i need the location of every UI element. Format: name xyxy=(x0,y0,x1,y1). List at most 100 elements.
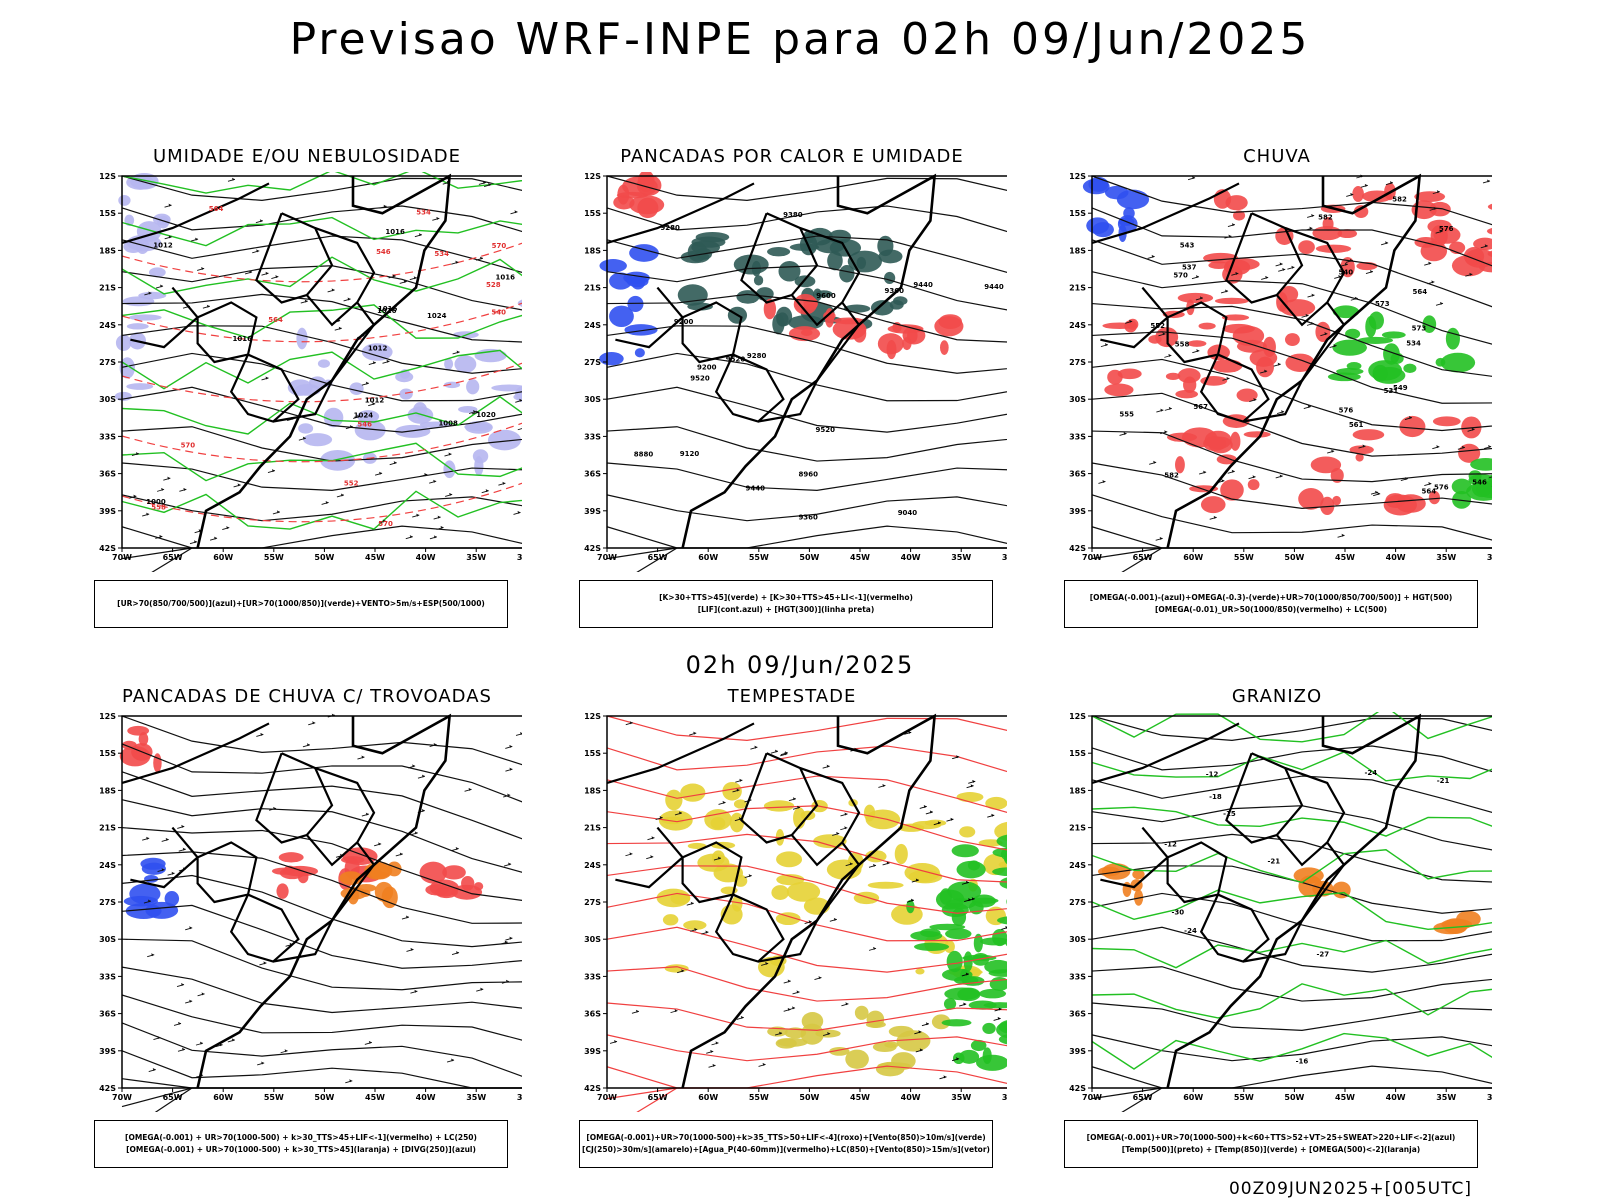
contour-label: 9200 xyxy=(674,318,694,326)
contour-label: 1008 xyxy=(438,420,458,428)
lat-tick-label: 39S xyxy=(584,507,601,516)
legend-line-2: [Temp(500)](preto) + [Temp(850)](verde) … xyxy=(1121,1145,1421,1154)
lat-tick-label: 42S xyxy=(99,544,116,553)
contour-label: 9120 xyxy=(680,450,700,458)
contour-label: 537 xyxy=(1182,264,1197,272)
lat-tick-label: 21S xyxy=(584,824,601,833)
panel-legend: [K>30+TTS>45](verde) + [K>30+TTS>45+LI<-… xyxy=(579,580,993,628)
lat-tick-label: 30S xyxy=(99,935,116,944)
contour-label: 558 xyxy=(1175,340,1190,348)
map-layers xyxy=(119,713,522,1112)
lat-tick-label: 12S xyxy=(1069,172,1086,181)
lat-tick-label: 30S xyxy=(1069,395,1086,404)
contour-label: 555 xyxy=(1119,411,1134,419)
contour-label: 1016 xyxy=(495,274,515,282)
lat-tick-label: 33S xyxy=(99,432,116,441)
lat-tick-label: 15S xyxy=(584,749,601,758)
contour-label: 9380 xyxy=(783,211,803,219)
contour-label: 546 xyxy=(357,421,372,429)
lon-tick-label: 35W xyxy=(1436,1093,1456,1102)
lon-tick-label: 60W xyxy=(213,1093,233,1102)
lon-tick-label: 70W xyxy=(1082,553,1102,562)
contour-label: -16 xyxy=(1296,1057,1309,1065)
lon-tick-label: 70W xyxy=(112,553,132,562)
map-layers xyxy=(606,713,1007,1112)
lon-tick-label: 70W xyxy=(112,1093,132,1102)
contour-label: 564 xyxy=(1412,288,1427,296)
lat-tick-label: 39S xyxy=(99,1047,116,1056)
contour-label: 564 xyxy=(209,205,224,213)
panel-pancadas-calor: PANCADAS POR CALOR E UMIDADE 9600 9520 952… xyxy=(577,146,1007,628)
lon-tick-label: 30W xyxy=(1487,553,1492,562)
lat-tick-label: 18S xyxy=(1069,246,1086,255)
lon-tick-label: 60W xyxy=(698,1093,718,1102)
lon-tick-label: 40W xyxy=(901,553,921,562)
lon-tick-label: 35W xyxy=(951,1093,971,1102)
contour-label: 9360 xyxy=(798,513,818,521)
contour-label: 9440 xyxy=(913,281,933,289)
lon-tick-label: 35W xyxy=(466,1093,486,1102)
contour-label: -18 xyxy=(1209,793,1222,801)
lon-tick-label: 55W xyxy=(749,1093,769,1102)
lat-tick-label: 18S xyxy=(584,246,601,255)
legend-line-1: [K>30+TTS>45](verde) + [K>30+TTS>45+LI<-… xyxy=(659,593,913,602)
lat-tick-label: 27S xyxy=(1069,898,1086,907)
contour-label: 561 xyxy=(1349,421,1364,429)
lon-tick-label: 50W xyxy=(314,1093,334,1102)
lon-tick-label: 50W xyxy=(314,553,334,562)
contour-label: 1000 xyxy=(146,498,166,506)
lat-tick-label: 36S xyxy=(1069,1010,1086,1019)
lat-tick-label: 15S xyxy=(99,749,116,758)
contour-label: 1016 xyxy=(233,335,253,343)
lat-tick-label: 18S xyxy=(99,246,116,255)
legend-line-1: [UR>70(850/700/500)](azul)+[UR>70(1000/8… xyxy=(117,599,485,608)
contour-label: 9360 xyxy=(885,287,905,295)
lat-tick-label: 33S xyxy=(1069,432,1086,441)
lon-tick-label: 55W xyxy=(264,553,284,562)
lon-tick-label: 40W xyxy=(1386,1093,1406,1102)
lat-tick-label: 42S xyxy=(584,544,601,553)
map-pancadas-calor: 9600 9520 9520 9520 9440 9440 9440 9360 9360 9380… xyxy=(584,172,1007,572)
lat-tick-label: 30S xyxy=(1069,935,1086,944)
legend-line-1: [OMEGA(-0.001)+UR>70(1000-500)+k>35_TTS>… xyxy=(586,1133,986,1142)
contour-label: 582 xyxy=(1392,195,1407,203)
panel-title: UMIDADE E/OU NEBULOSIDADE xyxy=(152,146,462,167)
lat-tick-label: 33S xyxy=(584,432,601,441)
contour-label: 8960 xyxy=(798,470,818,478)
contour-label: 9200 xyxy=(697,363,717,371)
lat-tick-label: 21S xyxy=(1069,824,1086,833)
lon-tick-label: 40W xyxy=(901,1093,921,1102)
lon-tick-label: 30W xyxy=(517,553,522,562)
lat-tick-label: 18S xyxy=(584,786,601,795)
lon-tick-label: 60W xyxy=(1183,1093,1203,1102)
lat-tick-label: 27S xyxy=(1069,358,1086,367)
legend-line-2: [LIF](cont.azul) + [HGT(300)](linha pret… xyxy=(697,605,875,614)
lon-tick-label: 55W xyxy=(264,1093,284,1102)
contour-label: -21 xyxy=(1268,858,1281,866)
map-layers: 1016101610161012101610161020102410241012… xyxy=(114,172,522,572)
contour-label: 1024 xyxy=(427,312,447,320)
lat-tick-label: 21S xyxy=(99,284,116,293)
lon-tick-label: 35W xyxy=(951,553,971,562)
lat-tick-label: 36S xyxy=(584,1010,601,1019)
contour-label: 564 xyxy=(268,316,283,324)
lat-tick-label: 24S xyxy=(99,321,116,330)
legend-line-2: [OMEGA(-0.001) + UR>70(1000-500) + k>30_… xyxy=(126,1145,476,1154)
map-chuva: 582 582 582 576 576 576 573 570 567 564 561 558 555 5… xyxy=(1069,172,1492,572)
panel-granizo: GRANIZO -12 -12 -15 -18 -21 -21 -24 -24 -27 -30 -1… xyxy=(1062,686,1492,1168)
contour-label: -12 xyxy=(1164,841,1177,849)
contour-label: 540 xyxy=(1339,268,1354,276)
contour-label: -24 xyxy=(1184,927,1197,935)
panel-title: GRANIZO xyxy=(1231,686,1323,707)
lon-tick-label: 30W xyxy=(517,1093,522,1102)
contour-label: 9600 xyxy=(816,292,836,300)
contour-label: 576 xyxy=(1339,406,1354,414)
panel-title: PANCADAS POR CALOR E UMIDADE xyxy=(620,146,964,167)
lon-tick-label: 65W xyxy=(163,1093,183,1102)
lat-tick-label: 36S xyxy=(99,470,116,479)
lat-tick-label: 42S xyxy=(584,1084,601,1093)
lon-tick-label: 45W xyxy=(1335,1093,1355,1102)
lon-tick-label: 55W xyxy=(749,553,769,562)
lon-tick-label: 50W xyxy=(1284,553,1304,562)
